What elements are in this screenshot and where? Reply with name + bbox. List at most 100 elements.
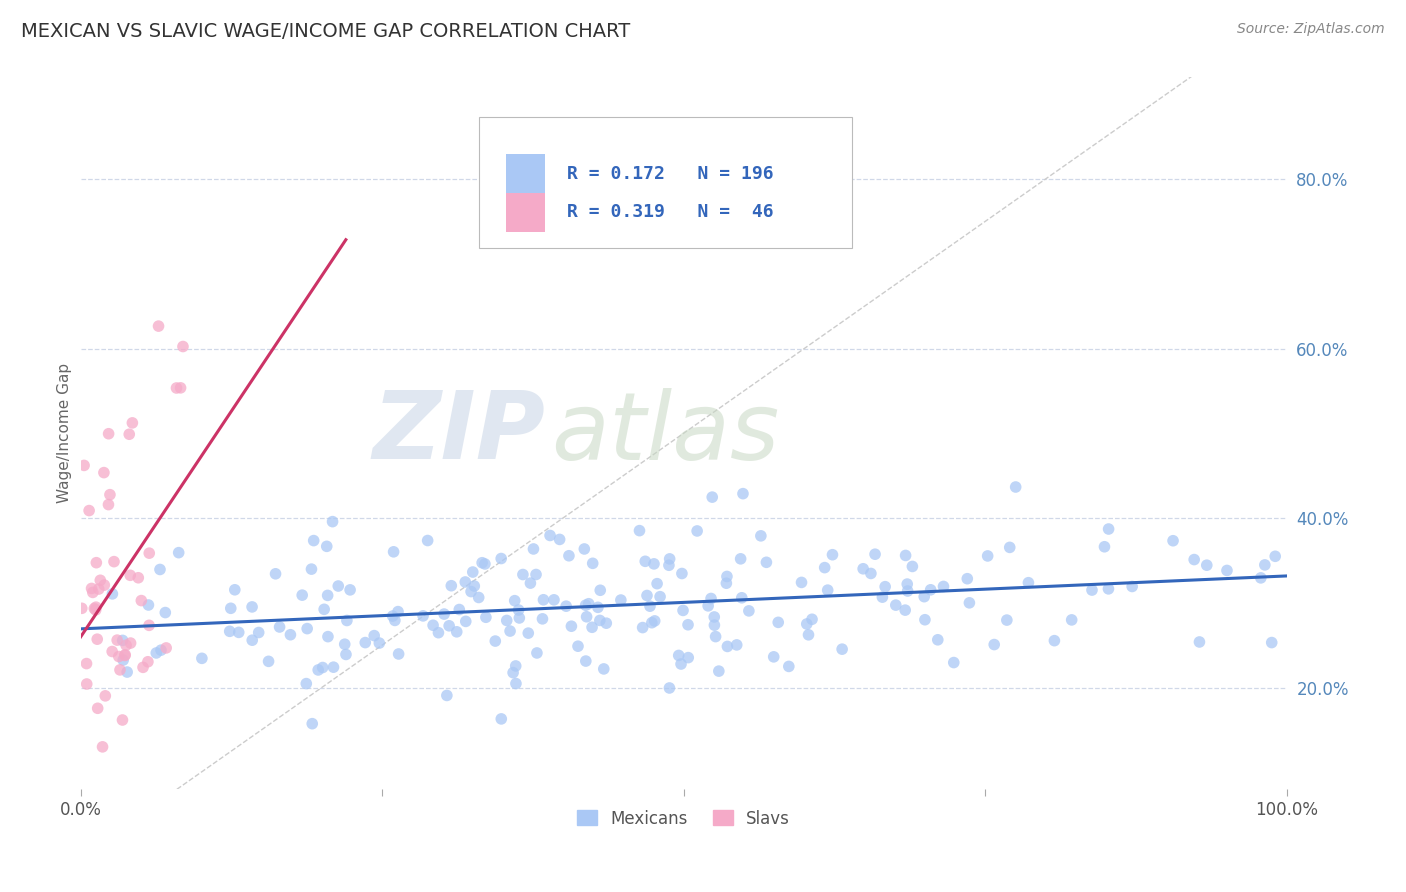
Point xyxy=(524,567,547,582)
Point xyxy=(672,603,695,617)
Point xyxy=(381,609,404,624)
Text: R = 0.172   N = 196: R = 0.172 N = 196 xyxy=(567,165,773,183)
Point xyxy=(1264,549,1286,564)
Point xyxy=(533,592,555,607)
Point xyxy=(218,624,240,639)
Point xyxy=(388,647,411,661)
Point xyxy=(86,701,108,715)
Point xyxy=(1195,558,1218,573)
Point xyxy=(291,588,314,602)
Point xyxy=(725,638,748,652)
Point xyxy=(155,606,177,620)
Point xyxy=(574,541,596,556)
Point xyxy=(738,604,761,618)
Point xyxy=(636,589,658,603)
Point xyxy=(658,558,681,573)
Point xyxy=(778,659,800,673)
Point xyxy=(1060,613,1083,627)
Point xyxy=(669,657,692,671)
Point xyxy=(82,585,104,599)
Point xyxy=(191,651,214,665)
Point xyxy=(592,662,614,676)
Point xyxy=(112,653,135,667)
Point xyxy=(927,632,949,647)
Point xyxy=(257,654,280,668)
Point xyxy=(76,677,98,691)
Point xyxy=(91,739,114,754)
Point xyxy=(437,619,460,633)
Point xyxy=(668,648,690,663)
Point xyxy=(269,620,291,634)
Point xyxy=(446,624,468,639)
Point xyxy=(976,549,998,563)
Point xyxy=(136,655,159,669)
Point xyxy=(103,555,125,569)
Point xyxy=(475,610,498,624)
Point xyxy=(436,689,458,703)
Point xyxy=(219,601,242,615)
Point xyxy=(115,665,138,679)
Point xyxy=(335,648,357,662)
Point xyxy=(247,625,270,640)
Point xyxy=(648,590,671,604)
Point xyxy=(336,614,359,628)
Point xyxy=(558,549,581,563)
FancyBboxPatch shape xyxy=(478,117,852,248)
Point xyxy=(224,582,246,597)
Point xyxy=(704,630,727,644)
Point xyxy=(512,567,534,582)
Point xyxy=(76,657,98,671)
Point xyxy=(932,579,955,593)
Point xyxy=(644,614,666,628)
Point xyxy=(328,579,350,593)
Point xyxy=(567,639,589,653)
Point xyxy=(467,591,489,605)
Point xyxy=(998,541,1021,555)
Point xyxy=(797,628,820,642)
Text: Source: ZipAtlas.com: Source: ZipAtlas.com xyxy=(1237,22,1385,37)
Point xyxy=(77,503,100,517)
Point xyxy=(121,416,143,430)
Point xyxy=(502,665,524,680)
Point xyxy=(1260,635,1282,649)
Point xyxy=(508,603,530,617)
Point xyxy=(301,562,323,576)
Point xyxy=(543,592,565,607)
Point xyxy=(731,591,754,605)
Point xyxy=(111,633,134,648)
Point xyxy=(896,577,918,591)
Point xyxy=(422,618,444,632)
Point xyxy=(801,612,824,626)
Point xyxy=(101,644,124,658)
Point xyxy=(314,602,336,616)
Point xyxy=(631,621,654,635)
Point xyxy=(131,593,153,607)
Point xyxy=(354,635,377,649)
Point xyxy=(333,637,356,651)
Point xyxy=(80,582,103,596)
Point xyxy=(83,601,105,615)
Point xyxy=(87,582,110,596)
Point xyxy=(814,560,837,574)
FancyBboxPatch shape xyxy=(506,193,546,232)
Point xyxy=(138,598,160,612)
Point xyxy=(339,582,361,597)
Point xyxy=(762,649,785,664)
Point xyxy=(703,610,725,624)
Point xyxy=(676,650,699,665)
Point xyxy=(315,539,337,553)
FancyBboxPatch shape xyxy=(506,154,546,194)
Point xyxy=(115,638,138,652)
Point xyxy=(1254,558,1277,572)
Point xyxy=(433,607,456,621)
Point xyxy=(1097,522,1119,536)
Point xyxy=(1094,540,1116,554)
Point xyxy=(716,576,738,591)
Point xyxy=(575,654,598,668)
Legend: Mexicans, Slavs: Mexicans, Slavs xyxy=(571,803,797,834)
Point xyxy=(983,638,1005,652)
Point xyxy=(118,427,141,442)
Point xyxy=(108,663,131,677)
Point xyxy=(875,580,897,594)
Point xyxy=(97,426,120,441)
